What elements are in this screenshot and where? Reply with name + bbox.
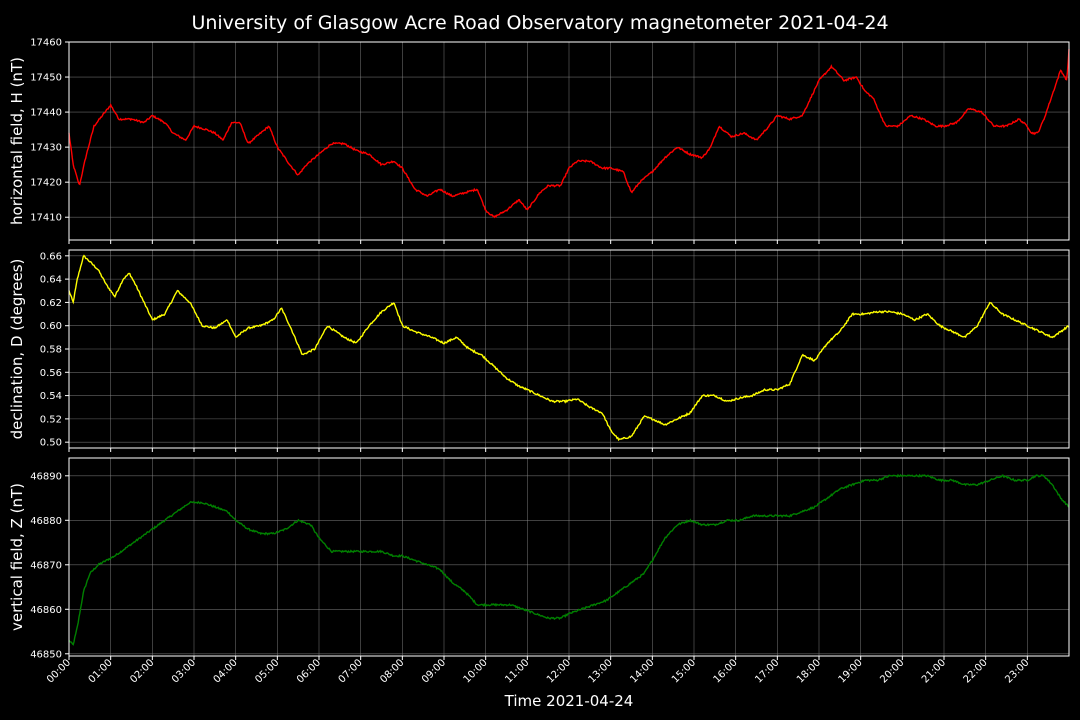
y-tick-label: 46860 [30, 605, 62, 616]
y-tick-label: 0.52 [40, 414, 62, 425]
y-tick-label: 0.64 [40, 275, 62, 286]
y-tick-label: 0.66 [40, 251, 62, 262]
y-tick-label: 0.62 [40, 298, 62, 309]
y-tick-label: 0.58 [40, 345, 62, 356]
chart-title: University of Glasgow Acre Road Observat… [191, 12, 888, 34]
y-tick-label: 0.60 [40, 321, 62, 332]
y-tick-label: 46850 [30, 649, 62, 660]
x-axis-label: Time 2021-04-24 [504, 692, 634, 710]
y-tick-label: 46880 [30, 516, 62, 527]
horizontal-field-y-axis-label: horizontal field, H (nT) [8, 57, 26, 225]
y-tick-label: 17410 [30, 213, 62, 224]
y-tick-label: 0.50 [40, 438, 62, 449]
declination-y-axis-label: declination, D (degrees) [8, 259, 26, 440]
y-tick-label: 17450 [30, 73, 62, 84]
y-tick-label: 17430 [30, 143, 62, 154]
y-tick-label: 0.56 [40, 368, 62, 379]
y-tick-label: 46890 [30, 471, 62, 482]
y-tick-label: 17440 [30, 108, 62, 119]
y-tick-label: 0.54 [40, 391, 62, 402]
y-tick-label: 17460 [30, 38, 62, 49]
y-tick-label: 17420 [30, 178, 62, 189]
y-tick-label: 46870 [30, 560, 62, 571]
vertical-field-y-axis-label: vertical field, Z (nT) [8, 483, 26, 631]
